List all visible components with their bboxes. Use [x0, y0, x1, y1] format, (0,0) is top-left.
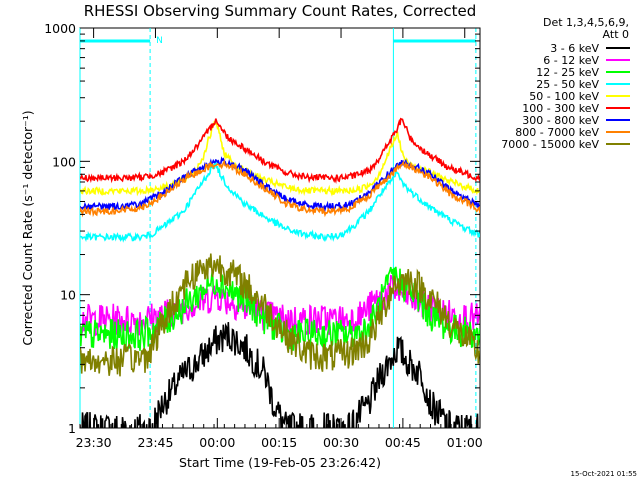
x-axis-label: Start Time (19-Feb-05 23:26:42)	[179, 455, 381, 470]
series-line	[80, 322, 479, 428]
x-tick-label: 00:30	[323, 435, 359, 450]
x-tick-label: 00:15	[261, 435, 297, 450]
series-lines	[80, 117, 480, 428]
y-tick-label: 1000	[44, 21, 76, 36]
axis-ticks: 23:30 23:45 00:00 00:15 00:30 00:45 01:00 1 10 10…	[44, 21, 483, 450]
night-markers: N	[79, 28, 477, 428]
legend-label: 100 - 300 keV	[522, 102, 599, 115]
x-tick-label: 00:45	[385, 435, 421, 450]
series-line	[80, 266, 480, 351]
attenuator-label: Att 0	[603, 28, 629, 41]
x-tick-label: 23:45	[137, 435, 173, 450]
x-tick-label: 00:00	[199, 435, 235, 450]
x-tick-label: 23:30	[76, 435, 112, 450]
y-tick-label: 100	[52, 154, 76, 169]
x-tick-label: 01:00	[447, 435, 483, 450]
legend-label: 6 - 12 keV	[543, 54, 599, 67]
y-axis-label: Corrected Count Rate (s⁻¹ detector⁻¹)	[20, 110, 35, 345]
legend-label: 12 - 25 keV	[536, 66, 599, 79]
legend-label: 7000 - 15000 keV	[501, 138, 599, 151]
legend-label: 800 - 7000 keV	[515, 126, 599, 139]
chart-title: RHESSI Observing Summary Count Rates, Co…	[84, 2, 477, 20]
series-line	[80, 158, 480, 218]
legend-label: 3 - 6 keV	[550, 42, 599, 55]
y-tick-label: 1	[68, 421, 76, 436]
timestamp: 15-Oct-2021 01:55	[571, 470, 637, 478]
legend-label: 25 - 50 keV	[536, 78, 599, 91]
series-line	[80, 117, 480, 184]
series-line	[80, 159, 480, 243]
detector-label: Det 1,3,4,5,6,9,	[543, 16, 629, 29]
legend-label: 50 - 100 keV	[529, 90, 599, 103]
legend-label: 300 - 800 keV	[522, 114, 599, 127]
series-line	[80, 253, 480, 377]
series-line	[80, 120, 480, 197]
night-marker-label: N	[156, 36, 163, 46]
y-tick-label: 10	[60, 288, 76, 303]
